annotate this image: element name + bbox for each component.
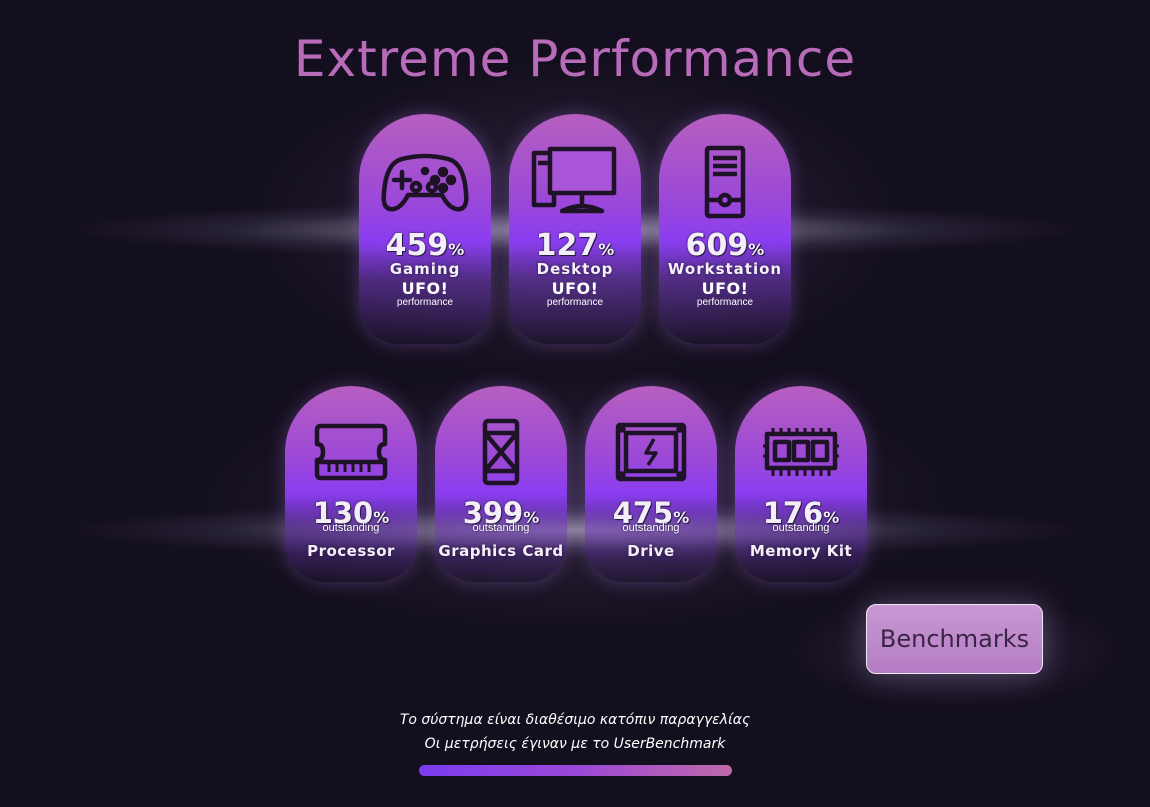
page-title: Extreme Performance <box>293 30 857 88</box>
graphics-card-icon <box>435 412 567 492</box>
processor-score: 130% <box>312 496 390 530</box>
component-card-processor: 130% outstanding Processor <box>285 386 417 582</box>
availability-note: Το σύστημα είναι διαθέσιμο κατόπιν παραγ… <box>399 712 751 728</box>
component-card-graphics-card: 399% outstanding Graphics Card <box>435 386 567 582</box>
desktop-score: 127% <box>535 228 615 263</box>
processor-rating: outstanding <box>322 522 380 534</box>
desktop-label: Desktop <box>536 260 614 278</box>
cpu-icon <box>285 412 417 492</box>
drive-label: Drive <box>627 542 675 560</box>
drive-score: 475% <box>612 496 690 530</box>
memory-kit-rating: outstanding <box>772 522 830 534</box>
gaming-label: Gaming <box>389 260 461 278</box>
desktop-monitor-icon <box>509 142 641 222</box>
drive-rating: outstanding <box>622 522 680 534</box>
ufo-logo: UFO! performance <box>546 279 604 308</box>
light-band-bottom <box>0 495 1150 565</box>
benchmark-source-note: Οι μετρήσεις έγιναν με το UserBenchmark <box>424 736 726 752</box>
component-card-memory-kit: 176% outstanding Memory Kit <box>735 386 867 582</box>
decorative-gradient-bar <box>419 765 732 776</box>
benchmarks-button[interactable]: Benchmarks <box>866 604 1043 674</box>
workstation-score: 609% <box>685 228 765 263</box>
performance-card-gaming: 459% Gaming UFO! performance <box>359 114 491 344</box>
component-card-drive: 475% outstanding Drive <box>585 386 717 582</box>
tower-pc-icon <box>659 142 791 222</box>
processor-label: Processor <box>307 542 395 560</box>
graphics-card-score: 399% <box>462 496 540 530</box>
ufo-logo: UFO! performance <box>696 279 754 308</box>
gamepad-icon <box>359 142 491 222</box>
graphics-card-label: Graphics Card <box>438 542 564 560</box>
memory-icon <box>735 412 867 492</box>
memory-kit-score: 176% <box>762 496 840 530</box>
graphics-card-rating: outstanding <box>472 522 530 534</box>
memory-kit-label: Memory Kit <box>749 542 853 560</box>
ufo-logo: UFO! performance <box>396 279 454 308</box>
gaming-score: 459% <box>385 228 465 263</box>
drive-icon <box>585 412 717 492</box>
workstation-label: Workstation <box>667 260 783 278</box>
performance-card-desktop: 127% Desktop UFO! performance <box>509 114 641 344</box>
performance-card-workstation: 609% Workstation UFO! performance <box>659 114 791 344</box>
